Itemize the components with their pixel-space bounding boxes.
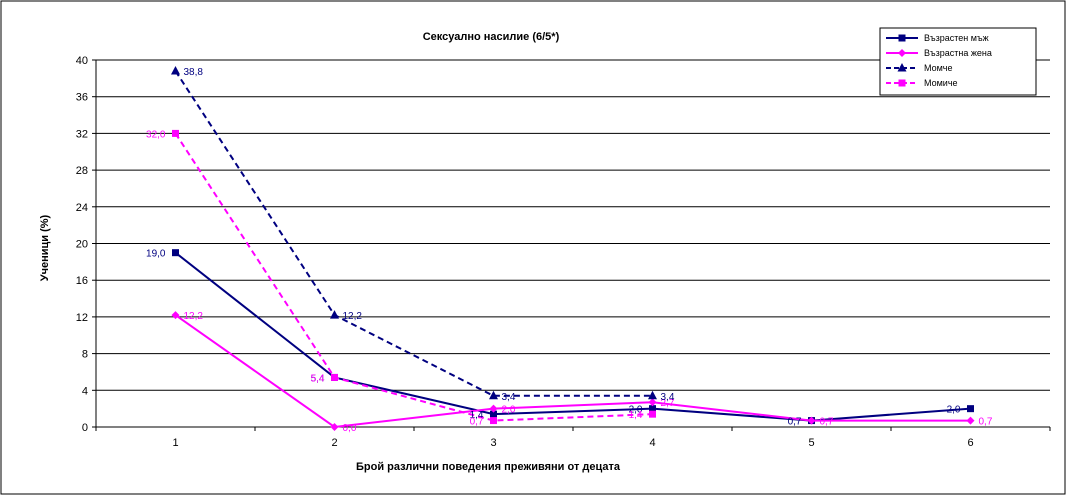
x-axis-title: Брой различни поведения преживяни от дец… <box>356 461 621 473</box>
data-label: 3,4 <box>661 392 675 403</box>
data-label: 32,0 <box>146 129 166 140</box>
data-label: 1,4 <box>470 410 484 421</box>
data-label: 2,0 <box>502 405 516 416</box>
y-tick-label: 16 <box>76 275 88 287</box>
data-label: 0,0 <box>343 423 357 434</box>
data-point <box>490 410 497 418</box>
y-tick-label: 0 <box>82 422 88 434</box>
data-label: 38,8 <box>184 67 204 78</box>
data-point <box>898 34 906 42</box>
series-2 <box>171 66 657 400</box>
series-line <box>174 70 653 397</box>
x-tick-label: 5 <box>808 437 814 449</box>
y-tick-label: 40 <box>76 55 88 67</box>
data-point <box>171 66 180 75</box>
y-tick-label: 32 <box>76 128 88 140</box>
y-tick-label: 28 <box>76 165 88 177</box>
series-3 <box>172 129 656 425</box>
data-point <box>172 129 179 137</box>
data-point <box>649 405 656 413</box>
data-point <box>897 63 907 72</box>
data-labels: 19,05,41,42,00,72,012,20,02,02,70,7 0,738… <box>146 67 993 434</box>
y-tick-label: 24 <box>76 202 88 214</box>
y-tick-label: 12 <box>76 312 88 324</box>
x-tick-label: 3 <box>490 437 496 449</box>
data-point <box>330 423 339 431</box>
data-point <box>967 405 974 413</box>
data-label: 1,4 <box>629 410 643 421</box>
x-tick-label: 1 <box>172 437 178 449</box>
data-label: 12,2 <box>184 311 204 322</box>
chart-title: Сексуално насилие (6/5*) <box>423 31 560 43</box>
data-label: 3,4 <box>502 392 516 403</box>
x-tick-label: 6 <box>967 437 973 449</box>
legend-label: Възрастен мъж <box>924 33 989 43</box>
data-label: 0,7 <box>788 417 802 428</box>
data-label: 5,4 <box>311 373 325 384</box>
data-label: 0,7 <box>820 417 834 428</box>
data-label: 12,2 <box>343 311 363 322</box>
series-1 <box>171 311 975 431</box>
data-point <box>490 417 497 425</box>
data-label: 2,0 <box>947 405 961 416</box>
data-label: 0,7 <box>979 417 993 428</box>
data-point <box>649 410 656 418</box>
legend-item: Възрастна жена <box>886 48 992 58</box>
data-point <box>898 49 906 57</box>
data-point <box>172 249 179 257</box>
data-point <box>330 310 339 319</box>
legend-item: Момиче <box>886 78 958 88</box>
series-layer <box>171 66 975 431</box>
data-label: 2,7 <box>661 398 675 409</box>
data-label: 2,0 <box>629 405 643 416</box>
y-tick-label: 4 <box>82 385 88 397</box>
data-point <box>648 398 657 407</box>
legend-item: Момче <box>886 63 953 73</box>
data-point <box>171 311 180 320</box>
legend-label: Момче <box>924 63 953 73</box>
data-point <box>331 373 338 381</box>
data-point <box>966 416 975 425</box>
x-tick-label: 4 <box>649 437 655 449</box>
data-point <box>898 79 906 87</box>
y-tick-label: 20 <box>76 239 88 251</box>
legend-label: Момиче <box>924 78 958 88</box>
y-tick-label: 8 <box>82 349 88 361</box>
data-label: 5,4 <box>311 373 325 384</box>
legend-label: Възрастна жена <box>924 48 992 58</box>
gridlines <box>96 59 1050 391</box>
data-label: 0,7 <box>470 417 484 428</box>
series-line <box>174 251 971 422</box>
y-axis-title: Ученици (%) <box>39 214 51 281</box>
data-label: 19,0 <box>146 249 166 260</box>
legend: Възрастен мъж Възрастна жена Момче Момиче <box>879 27 1037 96</box>
data-point <box>807 416 816 425</box>
x-tick-label: 2 <box>331 437 337 449</box>
legend-item: Възрастен мъж <box>886 33 989 43</box>
y-tick-label: 36 <box>76 92 88 104</box>
series-line <box>174 314 971 429</box>
data-point <box>489 390 498 400</box>
data-point <box>648 390 657 400</box>
series-line <box>174 132 653 422</box>
data-point <box>489 404 498 413</box>
